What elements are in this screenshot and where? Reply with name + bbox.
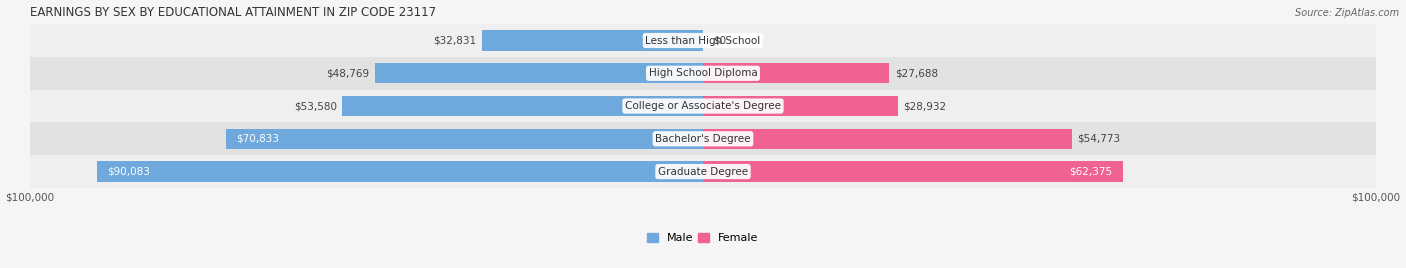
Bar: [30, 90, 1376, 122]
Text: Bachelor's Degree: Bachelor's Degree: [655, 134, 751, 144]
Text: $0: $0: [713, 36, 727, 46]
Text: $62,375: $62,375: [1070, 167, 1112, 177]
Text: $54,773: $54,773: [1077, 134, 1121, 144]
Bar: [703, 63, 890, 83]
Bar: [703, 129, 1071, 149]
Bar: [703, 96, 897, 116]
Bar: [343, 96, 703, 116]
Text: $28,932: $28,932: [903, 101, 946, 111]
Text: $32,831: $32,831: [433, 36, 477, 46]
Text: $27,688: $27,688: [894, 68, 938, 78]
Bar: [30, 24, 1376, 57]
Text: Less than High School: Less than High School: [645, 36, 761, 46]
Legend: Male, Female: Male, Female: [643, 228, 763, 248]
Bar: [30, 155, 1376, 188]
Bar: [703, 161, 1123, 182]
Bar: [97, 161, 703, 182]
Text: EARNINGS BY SEX BY EDUCATIONAL ATTAINMENT IN ZIP CODE 23117: EARNINGS BY SEX BY EDUCATIONAL ATTAINMEN…: [30, 6, 436, 18]
Text: $90,083: $90,083: [107, 167, 150, 177]
Text: Source: ZipAtlas.com: Source: ZipAtlas.com: [1295, 8, 1399, 18]
Bar: [482, 30, 703, 51]
Text: $53,580: $53,580: [294, 101, 337, 111]
Bar: [30, 57, 1376, 90]
Text: $70,833: $70,833: [236, 134, 280, 144]
Bar: [375, 63, 703, 83]
Bar: [30, 122, 1376, 155]
Text: $48,769: $48,769: [326, 68, 370, 78]
Text: High School Diploma: High School Diploma: [648, 68, 758, 78]
Bar: [226, 129, 703, 149]
Text: Graduate Degree: Graduate Degree: [658, 167, 748, 177]
Text: College or Associate's Degree: College or Associate's Degree: [626, 101, 780, 111]
